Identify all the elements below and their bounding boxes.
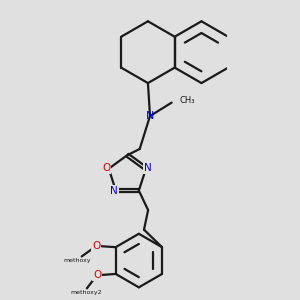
Text: O: O	[102, 163, 110, 173]
Text: O: O	[92, 241, 100, 251]
Text: O: O	[93, 270, 101, 280]
Text: CH₃: CH₃	[179, 96, 195, 105]
Text: N: N	[110, 186, 118, 196]
Text: methoxy2: methoxy2	[70, 290, 102, 295]
Text: N: N	[144, 163, 152, 173]
Text: methoxy: methoxy	[64, 257, 92, 262]
Text: N: N	[146, 111, 154, 121]
